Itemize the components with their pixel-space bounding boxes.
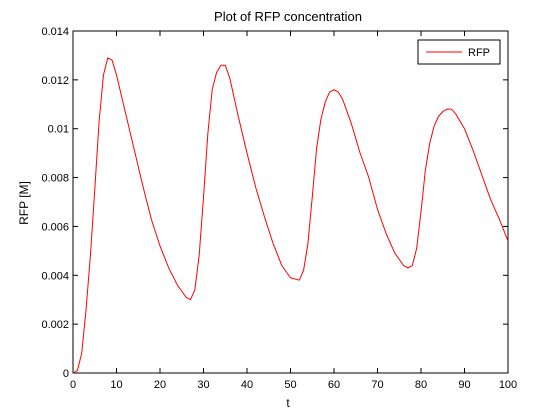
x-tick-label: 20 — [154, 379, 166, 391]
x-tick-label: 50 — [284, 379, 296, 391]
x-tick-label: 10 — [110, 379, 122, 391]
y-axis-ticks: 0 0.002 0.004 0.006 0.008 0.01 0.012 0.014 — [41, 26, 508, 380]
rfp-series-line — [72, 57, 509, 374]
x-tick-label: 100 — [499, 379, 517, 391]
y-tick-label: 0.01 — [48, 124, 69, 136]
y-tick-label: 0.004 — [41, 270, 69, 282]
legend-label: RFP — [468, 47, 490, 59]
x-tick-label: 80 — [415, 379, 427, 391]
x-tick-label: 0 — [70, 379, 76, 391]
x-tick-label: 70 — [371, 379, 383, 391]
legend: RFP — [417, 39, 501, 65]
x-tick-label: 90 — [458, 379, 470, 391]
chart-title: Plot of RFP concentration — [214, 9, 362, 24]
y-tick-label: 0 — [63, 368, 69, 380]
x-tick-label: 40 — [241, 379, 253, 391]
y-tick-label: 0.012 — [41, 75, 69, 87]
x-tick-label: 60 — [328, 379, 340, 391]
y-tick-label: 0.006 — [41, 221, 69, 233]
plot-area — [72, 30, 509, 374]
y-tick-label: 0.008 — [41, 173, 69, 185]
x-tick-label: 30 — [197, 379, 209, 391]
y-tick-label: 0.014 — [41, 26, 69, 38]
y-axis-label: RFP [M] — [17, 181, 31, 225]
x-axis-ticks: 0 10 20 30 40 50 60 70 80 90 100 — [70, 31, 517, 391]
y-tick-label: 0.002 — [41, 319, 69, 331]
x-axis-label: t — [286, 396, 290, 410]
